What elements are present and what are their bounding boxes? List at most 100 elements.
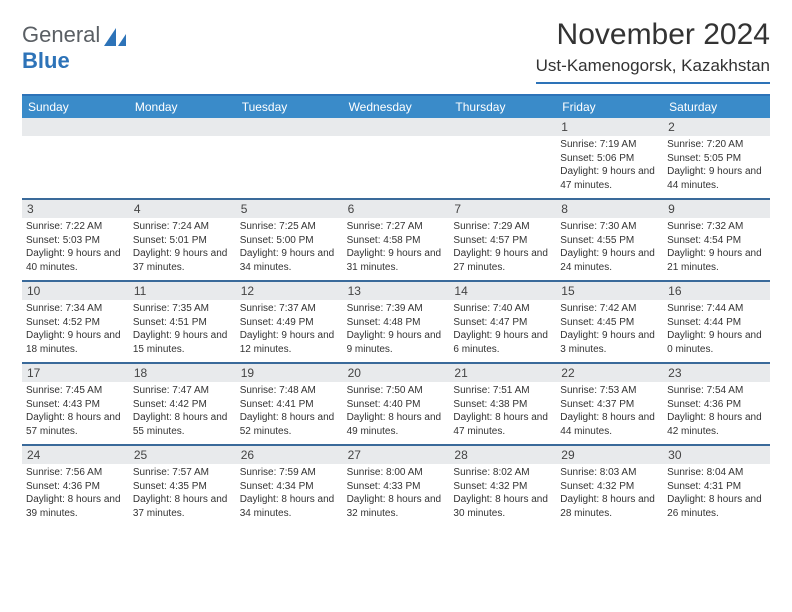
sunrise-text: Sunrise: 7:53 AM bbox=[560, 384, 659, 398]
sunset-text: Sunset: 4:57 PM bbox=[453, 234, 552, 248]
day-number: 20 bbox=[343, 364, 450, 382]
day-details: Sunrise: 8:02 AMSunset: 4:32 PMDaylight:… bbox=[449, 464, 556, 524]
day-details bbox=[129, 136, 236, 192]
sunset-text: Sunset: 4:47 PM bbox=[453, 316, 552, 330]
sunrise-text: Sunrise: 7:51 AM bbox=[453, 384, 552, 398]
weekday-header: Sunday Monday Tuesday Wednesday Thursday… bbox=[22, 96, 770, 118]
daylight-text: Daylight: 8 hours and 37 minutes. bbox=[133, 493, 232, 520]
sunrise-text: Sunrise: 7:48 AM bbox=[240, 384, 339, 398]
sunset-text: Sunset: 5:03 PM bbox=[26, 234, 125, 248]
sunset-text: Sunset: 4:33 PM bbox=[347, 480, 446, 494]
day-details: Sunrise: 7:29 AMSunset: 4:57 PMDaylight:… bbox=[449, 218, 556, 278]
day-number: 14 bbox=[449, 282, 556, 300]
week-row: 1Sunrise: 7:19 AMSunset: 5:06 PMDaylight… bbox=[22, 118, 770, 200]
day-number: 6 bbox=[343, 200, 450, 218]
day-cell: 15Sunrise: 7:42 AMSunset: 4:45 PMDayligh… bbox=[556, 282, 663, 362]
day-number bbox=[449, 118, 556, 136]
sunset-text: Sunset: 4:32 PM bbox=[453, 480, 552, 494]
sunrise-text: Sunrise: 7:22 AM bbox=[26, 220, 125, 234]
sunrise-text: Sunrise: 7:32 AM bbox=[667, 220, 766, 234]
sunset-text: Sunset: 5:01 PM bbox=[133, 234, 232, 248]
sunset-text: Sunset: 5:05 PM bbox=[667, 152, 766, 166]
day-number: 10 bbox=[22, 282, 129, 300]
day-details: Sunrise: 7:42 AMSunset: 4:45 PMDaylight:… bbox=[556, 300, 663, 360]
daylight-text: Daylight: 8 hours and 55 minutes. bbox=[133, 411, 232, 438]
day-details: Sunrise: 7:48 AMSunset: 4:41 PMDaylight:… bbox=[236, 382, 343, 442]
day-cell: 28Sunrise: 8:02 AMSunset: 4:32 PMDayligh… bbox=[449, 446, 556, 526]
logo: General Blue bbox=[22, 18, 128, 74]
sunrise-text: Sunrise: 7:25 AM bbox=[240, 220, 339, 234]
day-number: 18 bbox=[129, 364, 236, 382]
day-cell bbox=[236, 118, 343, 198]
day-number: 24 bbox=[22, 446, 129, 464]
daylight-text: Daylight: 9 hours and 47 minutes. bbox=[560, 165, 659, 192]
day-cell: 10Sunrise: 7:34 AMSunset: 4:52 PMDayligh… bbox=[22, 282, 129, 362]
daylight-text: Daylight: 9 hours and 21 minutes. bbox=[667, 247, 766, 274]
day-number: 5 bbox=[236, 200, 343, 218]
day-cell: 20Sunrise: 7:50 AMSunset: 4:40 PMDayligh… bbox=[343, 364, 450, 444]
month-title: November 2024 bbox=[536, 18, 770, 52]
week-row: 17Sunrise: 7:45 AMSunset: 4:43 PMDayligh… bbox=[22, 364, 770, 446]
day-number: 29 bbox=[556, 446, 663, 464]
sunset-text: Sunset: 4:58 PM bbox=[347, 234, 446, 248]
sunset-text: Sunset: 4:52 PM bbox=[26, 316, 125, 330]
day-details: Sunrise: 7:39 AMSunset: 4:48 PMDaylight:… bbox=[343, 300, 450, 360]
sunrise-text: Sunrise: 7:42 AM bbox=[560, 302, 659, 316]
daylight-text: Daylight: 9 hours and 37 minutes. bbox=[133, 247, 232, 274]
sunset-text: Sunset: 4:37 PM bbox=[560, 398, 659, 412]
day-number: 2 bbox=[663, 118, 770, 136]
sunrise-text: Sunrise: 8:04 AM bbox=[667, 466, 766, 480]
day-number bbox=[129, 118, 236, 136]
day-cell: 26Sunrise: 7:59 AMSunset: 4:34 PMDayligh… bbox=[236, 446, 343, 526]
sunset-text: Sunset: 4:48 PM bbox=[347, 316, 446, 330]
day-cell: 4Sunrise: 7:24 AMSunset: 5:01 PMDaylight… bbox=[129, 200, 236, 280]
sunset-text: Sunset: 4:36 PM bbox=[26, 480, 125, 494]
day-cell: 25Sunrise: 7:57 AMSunset: 4:35 PMDayligh… bbox=[129, 446, 236, 526]
day-details: Sunrise: 7:30 AMSunset: 4:55 PMDaylight:… bbox=[556, 218, 663, 278]
sunset-text: Sunset: 4:32 PM bbox=[560, 480, 659, 494]
day-cell: 7Sunrise: 7:29 AMSunset: 4:57 PMDaylight… bbox=[449, 200, 556, 280]
sunset-text: Sunset: 4:43 PM bbox=[26, 398, 125, 412]
day-details: Sunrise: 8:04 AMSunset: 4:31 PMDaylight:… bbox=[663, 464, 770, 524]
day-cell: 1Sunrise: 7:19 AMSunset: 5:06 PMDaylight… bbox=[556, 118, 663, 198]
daylight-text: Daylight: 9 hours and 44 minutes. bbox=[667, 165, 766, 192]
day-number: 12 bbox=[236, 282, 343, 300]
day-cell: 14Sunrise: 7:40 AMSunset: 4:47 PMDayligh… bbox=[449, 282, 556, 362]
weekday-sat: Saturday bbox=[663, 96, 770, 118]
day-cell: 16Sunrise: 7:44 AMSunset: 4:44 PMDayligh… bbox=[663, 282, 770, 362]
daylight-text: Daylight: 8 hours and 39 minutes. bbox=[26, 493, 125, 520]
week-row: 10Sunrise: 7:34 AMSunset: 4:52 PMDayligh… bbox=[22, 282, 770, 364]
day-cell: 8Sunrise: 7:30 AMSunset: 4:55 PMDaylight… bbox=[556, 200, 663, 280]
day-cell bbox=[343, 118, 450, 198]
sunset-text: Sunset: 4:31 PM bbox=[667, 480, 766, 494]
sunrise-text: Sunrise: 7:24 AM bbox=[133, 220, 232, 234]
daylight-text: Daylight: 9 hours and 34 minutes. bbox=[240, 247, 339, 274]
day-number: 13 bbox=[343, 282, 450, 300]
logo-text: General Blue bbox=[22, 22, 100, 74]
day-number bbox=[22, 118, 129, 136]
weekday-fri: Friday bbox=[556, 96, 663, 118]
day-cell: 11Sunrise: 7:35 AMSunset: 4:51 PMDayligh… bbox=[129, 282, 236, 362]
day-cell: 3Sunrise: 7:22 AMSunset: 5:03 PMDaylight… bbox=[22, 200, 129, 280]
sunset-text: Sunset: 4:51 PM bbox=[133, 316, 232, 330]
daylight-text: Daylight: 8 hours and 32 minutes. bbox=[347, 493, 446, 520]
sunrise-text: Sunrise: 7:50 AM bbox=[347, 384, 446, 398]
daylight-text: Daylight: 8 hours and 30 minutes. bbox=[453, 493, 552, 520]
day-cell: 21Sunrise: 7:51 AMSunset: 4:38 PMDayligh… bbox=[449, 364, 556, 444]
day-number bbox=[236, 118, 343, 136]
day-cell: 9Sunrise: 7:32 AMSunset: 4:54 PMDaylight… bbox=[663, 200, 770, 280]
sunrise-text: Sunrise: 7:20 AM bbox=[667, 138, 766, 152]
daylight-text: Daylight: 9 hours and 3 minutes. bbox=[560, 329, 659, 356]
sunset-text: Sunset: 5:06 PM bbox=[560, 152, 659, 166]
sunrise-text: Sunrise: 7:39 AM bbox=[347, 302, 446, 316]
day-cell: 27Sunrise: 8:00 AMSunset: 4:33 PMDayligh… bbox=[343, 446, 450, 526]
day-details: Sunrise: 7:32 AMSunset: 4:54 PMDaylight:… bbox=[663, 218, 770, 278]
day-details: Sunrise: 7:50 AMSunset: 4:40 PMDaylight:… bbox=[343, 382, 450, 442]
day-number: 27 bbox=[343, 446, 450, 464]
day-cell bbox=[449, 118, 556, 198]
day-number: 1 bbox=[556, 118, 663, 136]
day-number: 11 bbox=[129, 282, 236, 300]
sunrise-text: Sunrise: 7:59 AM bbox=[240, 466, 339, 480]
sunset-text: Sunset: 4:38 PM bbox=[453, 398, 552, 412]
day-number: 23 bbox=[663, 364, 770, 382]
